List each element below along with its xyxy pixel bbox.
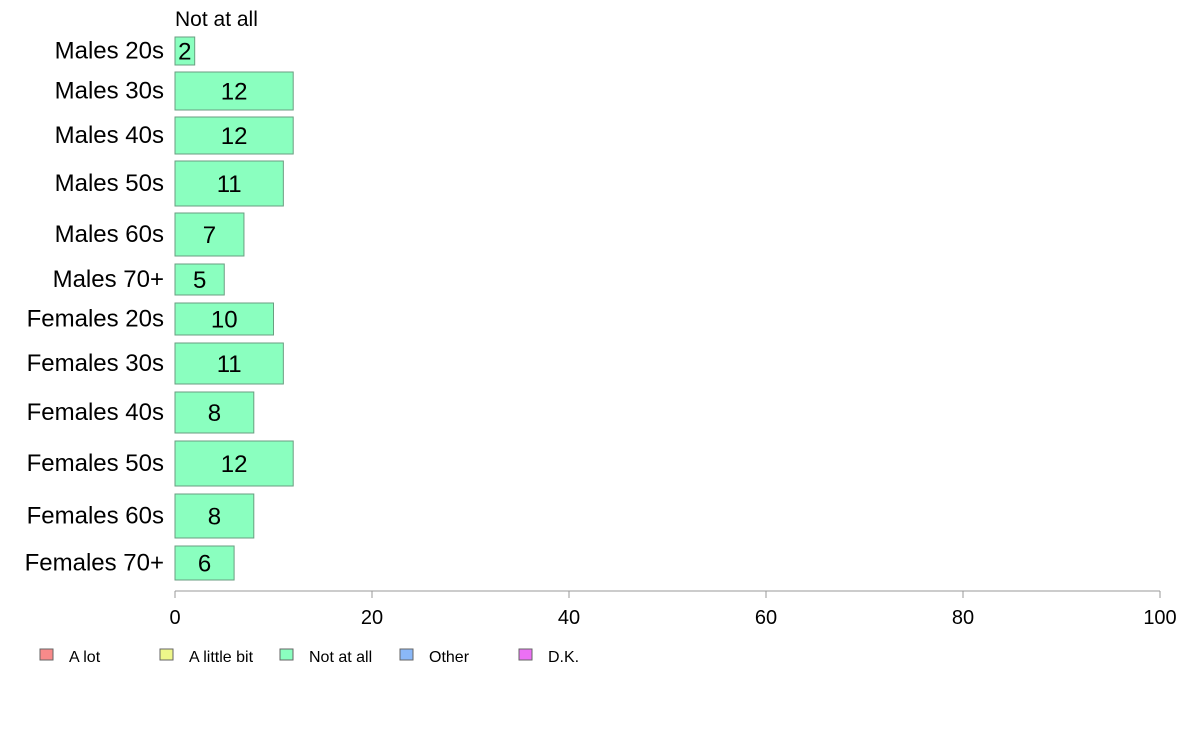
legend-swatch xyxy=(39,648,54,661)
category-label: Females 40s xyxy=(27,399,164,426)
bar-value-label: 6 xyxy=(198,551,211,578)
series-header: Not at all xyxy=(175,8,258,31)
legend-label: A little bit xyxy=(189,649,254,666)
category-label: Females 20s xyxy=(27,306,164,333)
bar-value-label: 7 xyxy=(203,222,216,249)
bar-value-label: 5 xyxy=(193,267,206,294)
bar xyxy=(174,391,255,434)
category-label: Males 30s xyxy=(55,78,164,105)
x-tick-label: 0 xyxy=(169,607,180,629)
category-label: Males 20s xyxy=(55,38,164,65)
bar-value-label: 12 xyxy=(221,79,248,106)
x-tick-label: 40 xyxy=(558,607,580,629)
legend-swatch xyxy=(279,648,294,661)
category-label: Males 40s xyxy=(55,122,164,149)
bar-value-label: 8 xyxy=(208,400,221,427)
legend: A lot A little bit Not at all Other D.K. xyxy=(39,648,579,666)
bar xyxy=(174,36,196,66)
bar xyxy=(174,493,255,539)
bar xyxy=(174,545,235,581)
bar-value-label: 12 xyxy=(221,123,248,150)
bar xyxy=(174,342,284,385)
legend-swatch xyxy=(518,648,533,661)
bar-value-label: 12 xyxy=(221,451,248,478)
category-label: Males 50s xyxy=(55,170,164,197)
bar xyxy=(174,302,274,336)
bar-value-label: 2 xyxy=(178,39,191,66)
bar-value-label: 10 xyxy=(211,307,238,334)
x-axis: 0 20 40 60 80 100 xyxy=(169,590,1177,629)
x-tick-label: 20 xyxy=(361,607,383,629)
bar xyxy=(174,116,294,155)
bar xyxy=(174,212,245,257)
legend-swatch xyxy=(399,648,414,661)
legend-label: D.K. xyxy=(548,649,579,666)
bar-value-label: 8 xyxy=(208,504,221,531)
bar xyxy=(174,263,225,296)
x-tick-label: 60 xyxy=(755,607,777,629)
category-label: Females 60s xyxy=(27,503,164,530)
bar-value-label: 11 xyxy=(217,171,242,198)
x-tick-label: 80 xyxy=(952,607,974,629)
bars-group: Males 20s 2 Males 30s 12 Males 40s 12 Males 50… xyxy=(25,36,294,581)
legend-swatch xyxy=(159,648,174,661)
bar xyxy=(174,71,294,111)
x-tick-label: 100 xyxy=(1143,607,1176,629)
legend-label: Not at all xyxy=(309,649,372,666)
legend-label: Other xyxy=(429,649,470,666)
category-label: Females 70+ xyxy=(25,550,164,577)
bar-value-label: 11 xyxy=(217,351,242,378)
category-label: Males 70+ xyxy=(53,266,164,293)
bar xyxy=(174,160,284,207)
legend-label: A lot xyxy=(69,649,101,666)
bar xyxy=(174,440,294,487)
category-label: Females 30s xyxy=(27,350,164,377)
category-label: Females 50s xyxy=(27,450,164,477)
category-label: Males 60s xyxy=(55,221,164,248)
